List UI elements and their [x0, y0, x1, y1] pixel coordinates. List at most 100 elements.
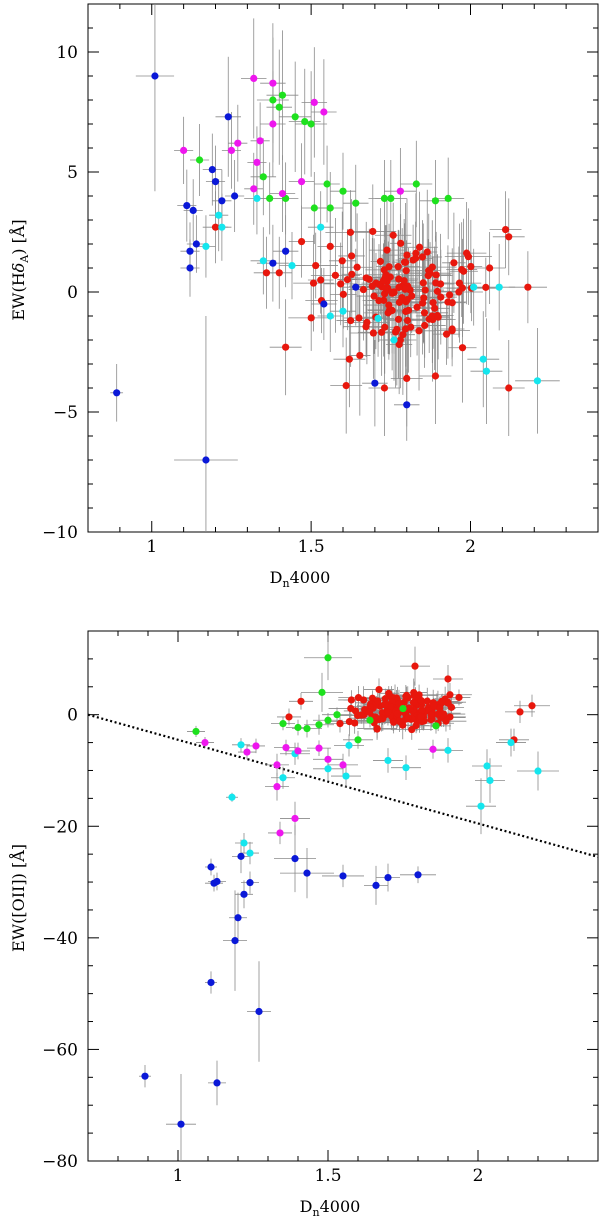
- magenta-data-point: [273, 783, 281, 791]
- blue-data-point: [113, 389, 121, 397]
- green-data-point: [326, 204, 334, 212]
- red-data-point: [338, 257, 346, 265]
- red-data-point: [368, 282, 376, 290]
- blue-data-point: [141, 1072, 149, 1080]
- blue-data-point: [352, 283, 360, 291]
- red-data-point: [433, 287, 442, 295]
- magenta-data-point: [294, 747, 302, 755]
- red-data-point: [401, 325, 410, 333]
- red-data-point: [211, 223, 220, 231]
- red-data-point: [409, 256, 417, 264]
- red-data-point: [355, 314, 363, 322]
- red-data-point: [339, 290, 347, 298]
- cyan-data-point: [339, 307, 347, 315]
- magenta-data-point: [429, 745, 437, 753]
- blue-data-point: [246, 879, 254, 887]
- magenta-data-point: [324, 755, 332, 763]
- cyan-data-point: [486, 776, 494, 785]
- red-data-point: [459, 267, 468, 275]
- blue-data-point: [213, 877, 221, 886]
- oii-x-tick-label: 1.5: [314, 1166, 341, 1186]
- red-data-point: [413, 303, 421, 311]
- red-data-point: [419, 279, 427, 287]
- green-data-point: [279, 720, 287, 728]
- blue-data-point: [186, 247, 194, 255]
- magenta-data-point: [278, 190, 287, 198]
- cyan-data-point: [390, 336, 398, 344]
- red-data-point: [343, 275, 352, 284]
- red-data-point: [347, 252, 356, 260]
- red-data-point: [385, 263, 393, 271]
- red-data-point: [369, 227, 377, 236]
- red-data-point: [403, 316, 412, 325]
- cyan-data-point: [253, 194, 261, 202]
- green-data-point: [192, 727, 200, 736]
- red-data-point: [417, 713, 425, 721]
- red-data-point: [262, 269, 271, 277]
- red-data-point: [421, 286, 429, 294]
- red-data-point: [516, 708, 524, 716]
- red-data-point: [351, 719, 359, 727]
- red-data-point: [442, 330, 451, 338]
- blue-data-point: [189, 206, 197, 214]
- hdelta-x-axis-label: Dn4000: [270, 568, 331, 590]
- green-data-point: [275, 103, 283, 111]
- magenta-data-point: [396, 187, 404, 195]
- green-data-point: [294, 723, 302, 732]
- cyan-data-point: [237, 741, 245, 749]
- blue-data-point: [403, 401, 411, 409]
- hdelta-x-tick-label: 2: [465, 537, 476, 557]
- hdelta-x-tick-label: 1.5: [298, 537, 325, 557]
- blue-data-point: [213, 1079, 221, 1087]
- red-data-point: [432, 279, 440, 287]
- red-data-point: [354, 694, 363, 702]
- red-data-point: [312, 261, 320, 270]
- red-data-point: [428, 263, 436, 271]
- blue-data-point: [186, 264, 194, 272]
- red-data-point: [431, 304, 439, 312]
- blue-data-point: [177, 1120, 185, 1128]
- red-data-point: [363, 318, 371, 326]
- red-data-point: [404, 713, 412, 722]
- red-data-point: [369, 329, 377, 337]
- green-data-point: [324, 716, 332, 724]
- blue-data-point: [339, 872, 347, 880]
- red-data-point: [467, 262, 475, 271]
- blue-data-point: [269, 259, 277, 267]
- magenta-data-point: [180, 146, 188, 154]
- blue-data-point: [151, 72, 159, 80]
- cyan-data-point: [482, 367, 491, 375]
- red-data-point: [419, 299, 427, 307]
- oii-ticks: 1 1.5 2 −80 −60 −40 −20 0: [42, 630, 599, 1186]
- red-data-point: [437, 293, 445, 301]
- red-data-point: [347, 704, 355, 713]
- red-data-point: [395, 717, 404, 725]
- red-data-point: [401, 285, 409, 293]
- red-data-point: [285, 713, 293, 721]
- oii-dotted-divider-line: [87, 713, 599, 859]
- red-data-point: [317, 276, 325, 284]
- magenta-data-point: [276, 829, 284, 837]
- red-data-point: [486, 264, 494, 272]
- red-data-point: [446, 691, 454, 699]
- red-data-point: [337, 280, 345, 288]
- red-data-point: [353, 263, 361, 271]
- red-data-point: [524, 283, 532, 291]
- oii-error-bars: [139, 635, 559, 1161]
- oii-y-tick-label: −20: [42, 817, 78, 837]
- red-data-point: [432, 271, 440, 279]
- green-data-point: [354, 736, 362, 744]
- red-data-point: [393, 710, 401, 718]
- blue-data-point: [207, 978, 215, 987]
- red-data-point: [342, 382, 350, 390]
- blue-data-point: [291, 855, 299, 863]
- hdelta-y-tick-label: −10: [42, 523, 78, 543]
- blue-data-point: [255, 1007, 263, 1016]
- oii-points: [141, 654, 542, 1128]
- magenta-data-point: [250, 74, 258, 82]
- red-data-point: [395, 283, 403, 292]
- red-data-point: [406, 704, 414, 713]
- hdelta-panel: 1 1.5 2 −10 −5 0 5 10 Dn4000 EW(HδA) [Å]: [8, 3, 599, 590]
- red-data-point: [434, 313, 442, 321]
- hdelta-y-tick-label: 5: [67, 163, 78, 183]
